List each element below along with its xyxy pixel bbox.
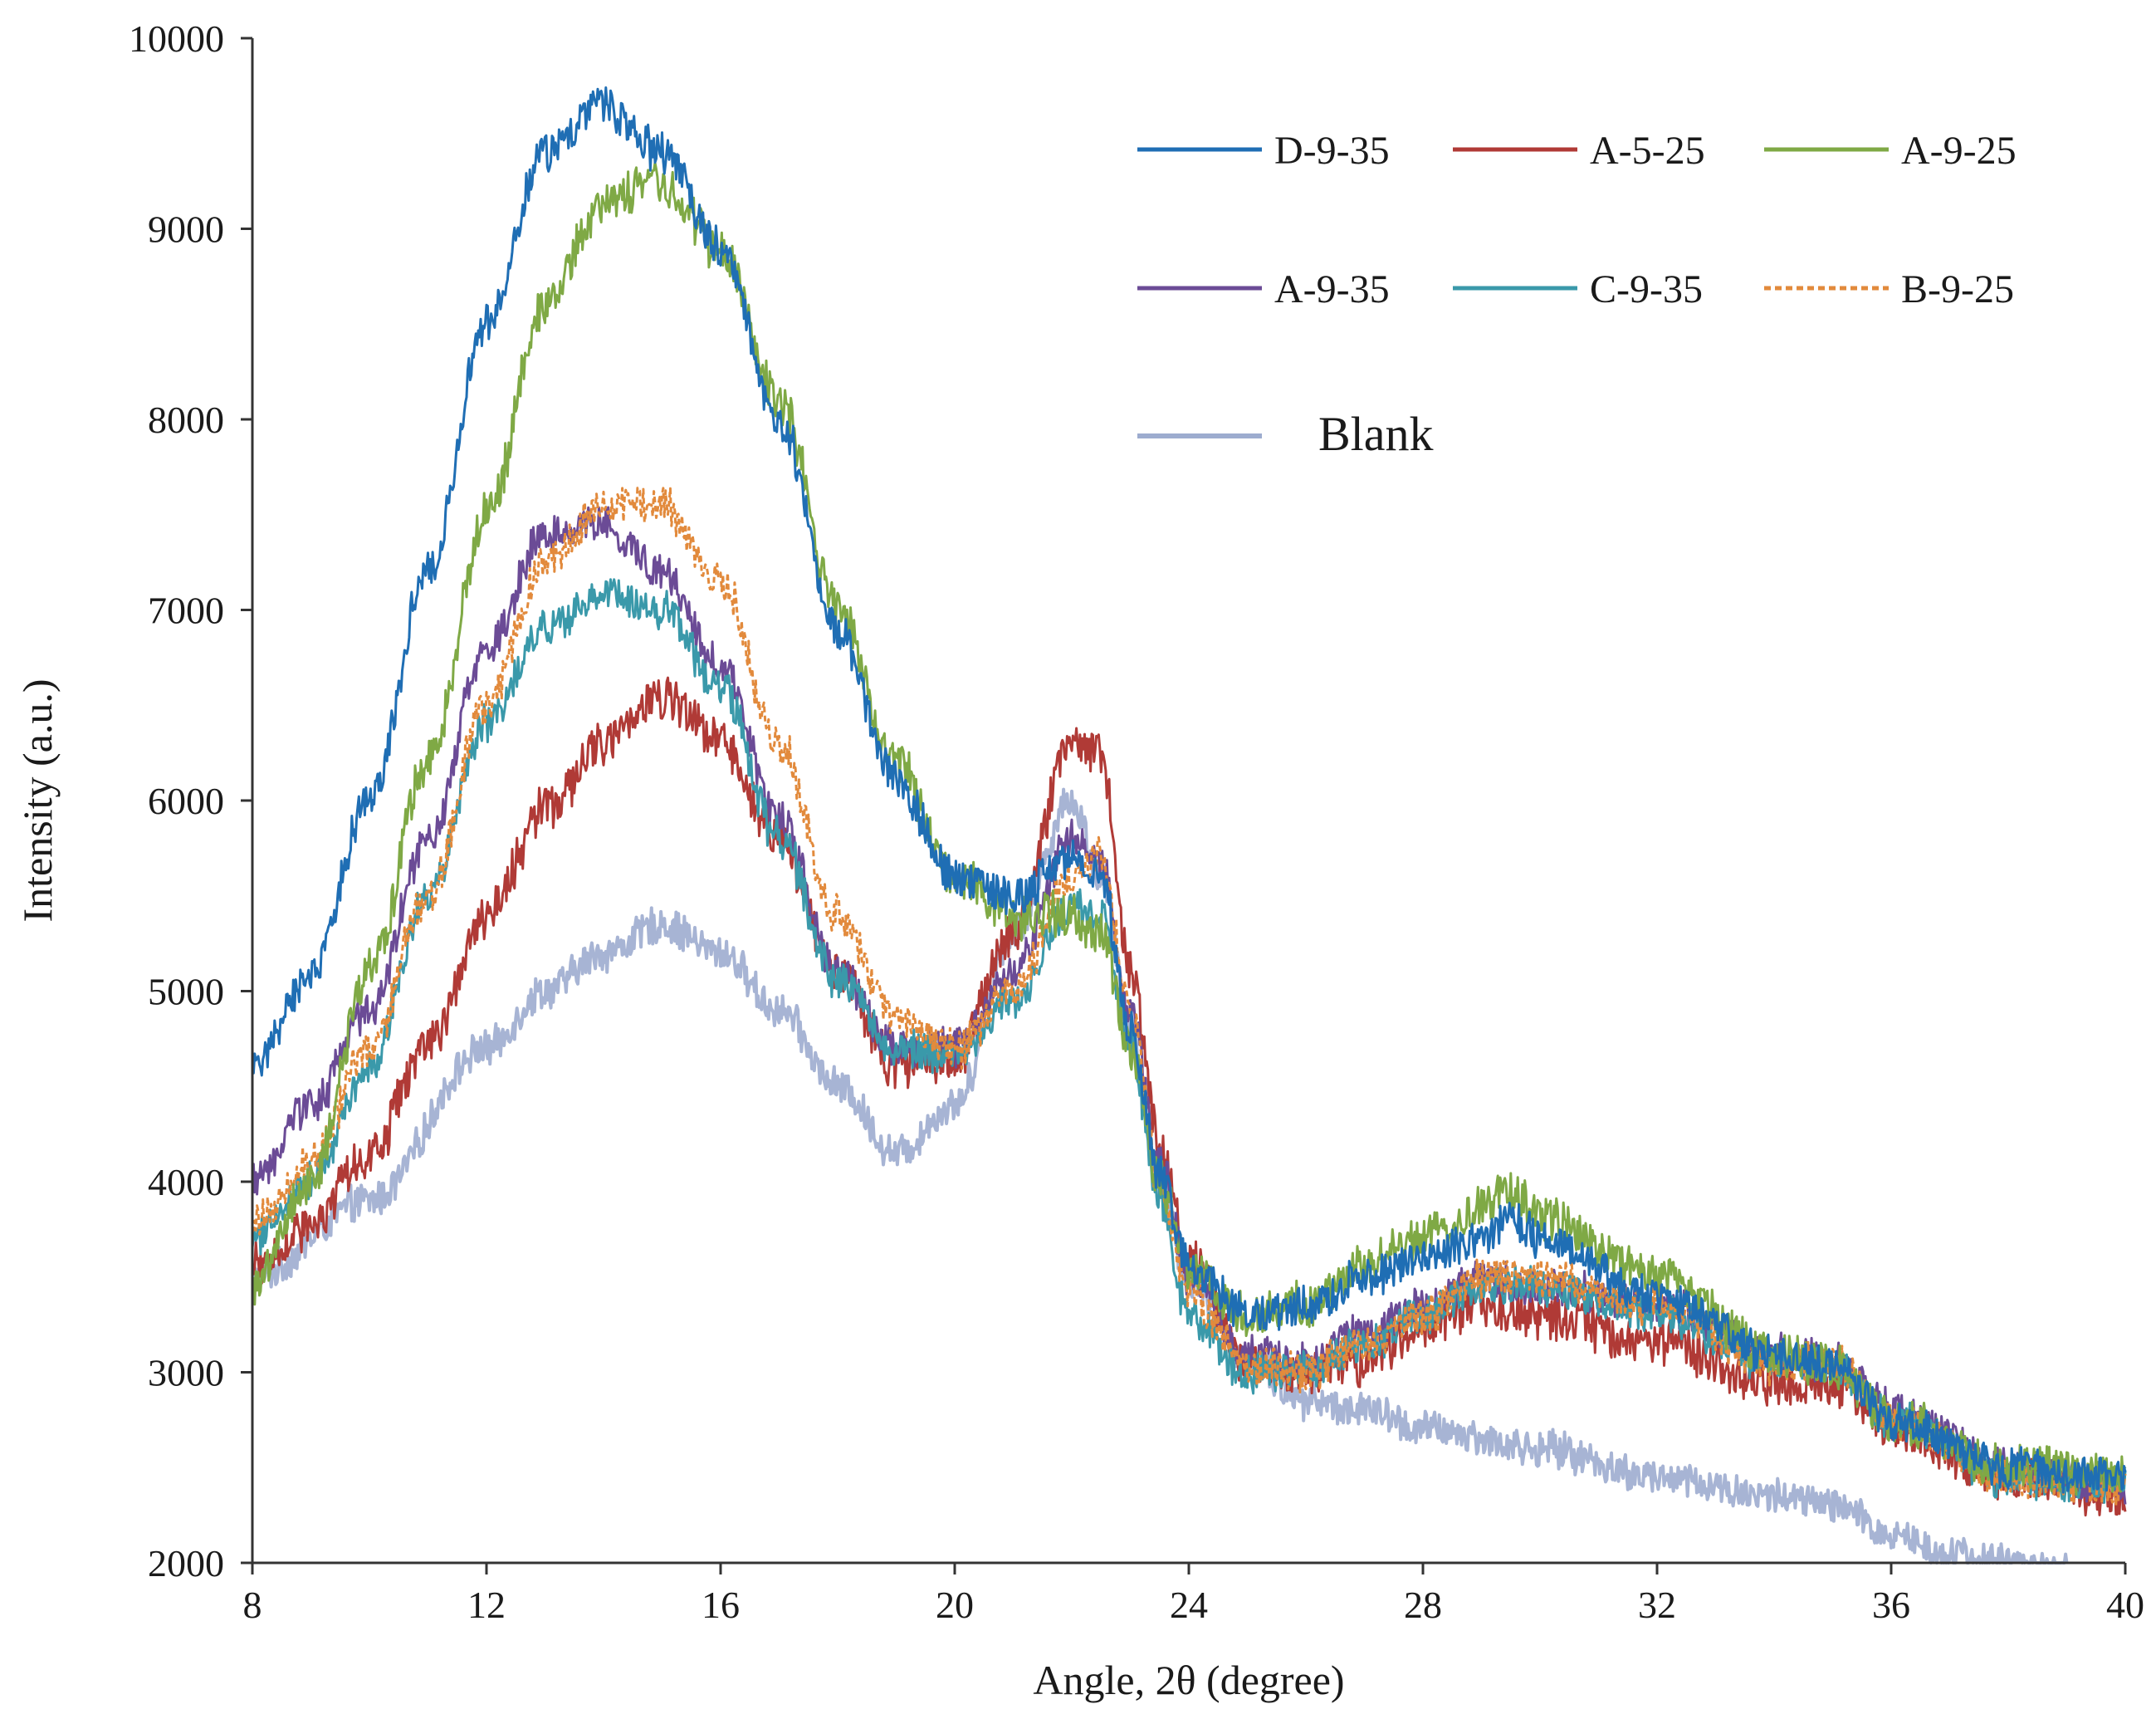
y-tick-label: 5000 <box>148 971 224 1013</box>
legend-label: Blank <box>1318 407 1434 461</box>
x-tick-label: 20 <box>936 1584 974 1626</box>
x-axis-title: Angle, 2θ (degree) <box>1033 1657 1344 1703</box>
y-tick-label: 9000 <box>148 208 224 251</box>
y-tick-label: 2000 <box>148 1542 224 1584</box>
series-line-a-5-25 <box>251 676 2127 1517</box>
x-tick-label: 8 <box>243 1584 262 1626</box>
y-tick-label: 6000 <box>148 780 224 822</box>
legend-label: A-5-25 <box>1590 129 1705 173</box>
x-tick-label: 28 <box>1404 1584 1442 1626</box>
legend-label: D-9-35 <box>1274 129 1390 173</box>
legend-label: A-9-35 <box>1274 267 1390 311</box>
series-layer <box>251 86 2127 1565</box>
axes: 2000 3000 4000 5000 6000 7000 8000 9000 10000 8 12… <box>129 17 2144 1626</box>
legend-label: B-9-25 <box>1901 267 2014 311</box>
series-line-d-9-35 <box>251 86 2127 1494</box>
x-tick-label: 16 <box>702 1584 740 1626</box>
legend-label: C-9-35 <box>1590 267 1703 311</box>
y-tick-label: 8000 <box>148 399 224 441</box>
x-tick-label: 40 <box>2106 1584 2144 1626</box>
y-tick-label: 4000 <box>148 1161 224 1203</box>
y-tick-label: 3000 <box>148 1352 224 1394</box>
y-axis-title: Intensity (a.u.) <box>14 679 61 923</box>
legend-label: A-9-25 <box>1901 129 2017 173</box>
legend: D-9-35 A-5-25 A-9-25 A-9-35 C-9-35 B-9-25 Blan… <box>1137 129 2017 461</box>
y-tick-label: 10000 <box>129 17 224 60</box>
x-tick-label: 32 <box>1638 1584 1676 1626</box>
x-tick-label: 24 <box>1170 1584 1208 1626</box>
x-tick-label: 36 <box>1872 1584 1910 1626</box>
x-tick-label: 12 <box>467 1584 506 1626</box>
y-tick-label: 7000 <box>148 590 224 632</box>
